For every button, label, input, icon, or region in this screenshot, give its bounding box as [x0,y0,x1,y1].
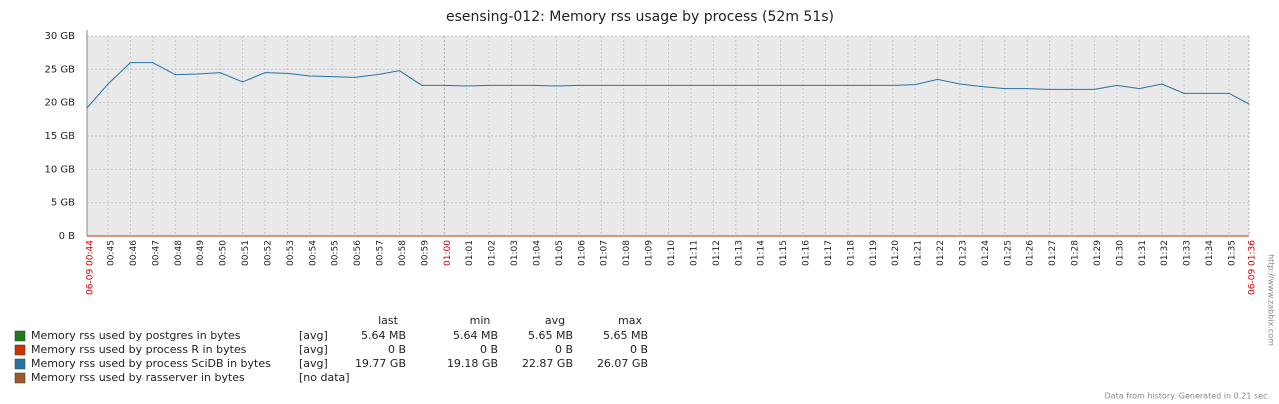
x-tick-label: 01:30 [1115,240,1125,266]
x-tick-label: 01:35 [1228,240,1238,266]
series-line [86,62,1250,109]
legend-swatch [14,372,26,384]
legend-stat: 22.87 GB [522,357,573,370]
legend-func: [avg] [299,343,328,356]
legend-header: last [378,314,399,327]
x-tick-label: 00:58 [398,240,408,266]
legend-name: Memory rss used by postgres in bytes [31,329,241,342]
y-tick-label: 25 GB [44,64,75,75]
legend-stat: 0 B [630,343,648,356]
x-tick-label: 01:13 [734,240,744,266]
legend-stat: 0 B [480,343,498,356]
legend-func: [avg] [299,329,328,342]
legend-stat: 19.77 GB [355,357,406,370]
legend-name: Memory rss used by process R in bytes [31,343,247,356]
x-tick-label: 01:26 [1026,240,1036,266]
x-tick-label: 01:06 [577,240,587,266]
x-tick-label: 01:17 [824,240,834,266]
x-tick-label: 01:08 [622,240,632,266]
x-tick-label: 01:18 [846,240,856,266]
legend-func: [no data] [299,371,350,384]
legend-stat: 0 B [388,343,406,356]
legend-swatch [14,344,26,356]
x-tick-label: 01:07 [600,240,610,266]
x-tick-label: 01:10 [667,240,677,266]
y-tick-label: 20 GB [44,98,75,109]
x-tick-label: 01:14 [757,240,767,266]
x-tick-label: 01:04 [532,240,542,266]
x-tick-label: 01:29 [1093,240,1103,266]
x-tick-label: 01:05 [555,240,565,266]
x-tick-label: 01:31 [1138,240,1148,266]
y-tick-label: 0 B [59,231,76,242]
x-tick-label: 01:24 [981,240,991,266]
x-tick-label: 00:53 [286,240,296,266]
legend-func: [avg] [299,357,328,370]
x-tick-label: 00:45 [107,240,117,266]
footer: Data from history. Generated in 0.21 sec… [1105,392,1270,401]
x-tick-label: 01:23 [958,240,968,266]
y-tick-label: 10 GB [44,164,75,175]
x-tick-label: 01:22 [936,240,946,266]
x-tick-label: 01:09 [645,240,655,266]
x-tick-label: 00:47 [151,240,161,266]
legend-stat: 5.65 MB [603,329,648,342]
legend-name: Memory rss used by rasserver in bytes [31,371,245,384]
x-tick-label: 01:12 [712,240,722,266]
x-tick-label: 01:34 [1205,240,1215,266]
x-tick-label: 00:46 [129,240,139,266]
y-tick-label: 30 GB [44,31,75,42]
legend-stat: 5.64 MB [361,329,406,342]
legend-header: min [470,314,491,327]
legend-header: max [618,314,642,327]
legend-stat: 0 B [555,343,573,356]
legend-swatch [14,358,26,370]
x-tick-label: 01:11 [689,240,699,266]
legend-swatch [14,330,26,342]
x-tick-label: 00:56 [353,240,363,266]
x-tick-label: 00:57 [376,240,386,266]
x-tick-label: 01:32 [1160,240,1170,266]
x-tick-label: 01:15 [779,240,789,266]
x-tick-label: 00:52 [263,240,273,266]
x-tick-label: 06-09 00:44 [86,240,96,295]
legend-name: Memory rss used by process SciDB in byte… [31,357,271,370]
x-tick-label: 01:19 [869,240,879,266]
x-tick-label: 01:16 [802,240,812,266]
y-tick-label: 5 GB [51,198,75,209]
x-tick-label: 00:55 [331,240,341,266]
x-tick-label: 00:48 [174,240,184,266]
legend-stat: 5.64 MB [453,329,498,342]
x-tick-label: 00:50 [219,240,229,266]
legend-stat: 5.65 MB [528,329,573,342]
x-tick-label: 01:21 [914,240,924,266]
legend-stat: 19.18 GB [447,357,498,370]
x-tick-label: 00:49 [196,240,206,266]
x-tick-label: 01:03 [510,240,520,266]
x-tick-label: 00:51 [241,240,251,266]
x-tick-label: 01:25 [1003,240,1013,266]
x-tick-label: 00:59 [420,240,430,266]
legend-stat: 26.07 GB [597,357,648,370]
chart-title: esensing-012: Memory rss usage by proces… [446,9,834,25]
x-tick-label: 01:33 [1183,240,1193,266]
legend-header: avg [545,314,565,327]
x-tick-label: 01:27 [1048,240,1058,266]
x-tick-label: 01:01 [465,240,475,266]
side-text: http://www.zabbix.com [1267,254,1276,346]
y-tick-label: 15 GB [44,131,75,142]
x-tick-label: 06-09 01:36 [1248,240,1258,295]
x-tick-label: 01:00 [443,240,453,266]
x-tick-label: 01:02 [488,240,498,266]
x-tick-label: 01:28 [1071,240,1081,266]
x-tick-label: 01:20 [891,240,901,266]
x-tick-label: 00:54 [308,240,318,266]
